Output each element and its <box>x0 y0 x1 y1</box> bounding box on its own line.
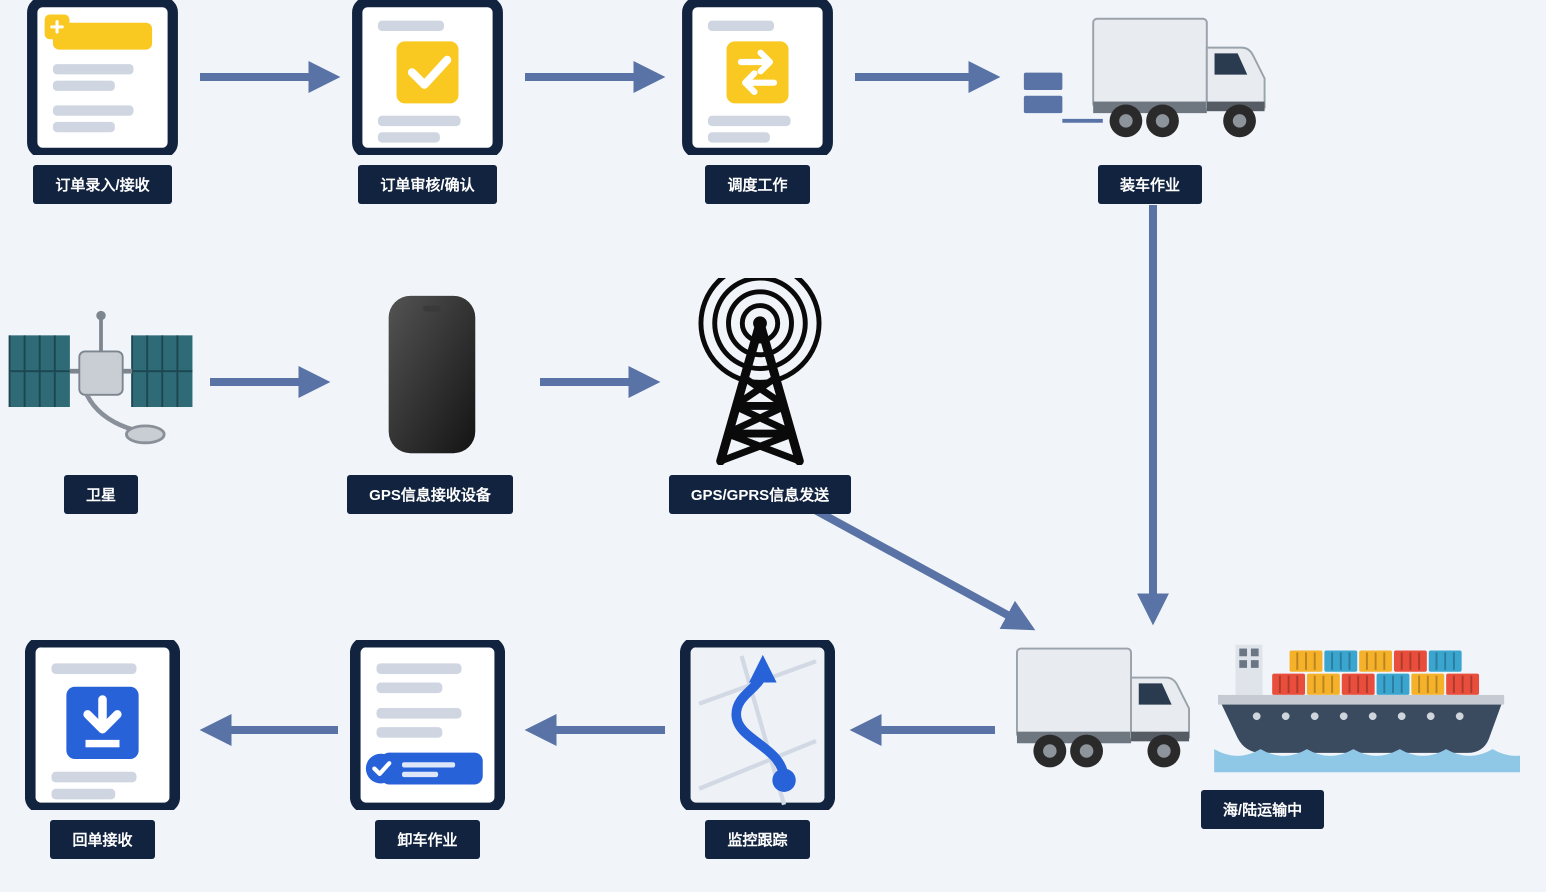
node-order-entry: 订单录入/接收 <box>25 0 180 204</box>
node-order-review: 订单审核/确认 <box>350 0 505 204</box>
node-receipt: 回单接收 <box>25 640 180 859</box>
node-label: 监控跟踪 <box>705 820 809 859</box>
panel-download-icon <box>25 640 180 810</box>
node-label: 订单审核/确认 <box>358 165 496 204</box>
node-label: 卸车作业 <box>375 820 479 859</box>
node-label: GPS信息接收设备 <box>347 475 513 514</box>
node-label: 海/陆运输中 <box>1201 790 1324 829</box>
node-label: 装车作业 <box>1098 165 1202 204</box>
node-gps-device: GPS信息接收设备 <box>330 288 530 514</box>
node-label: GPS/GPRS信息发送 <box>669 475 851 514</box>
node-transport: 海/陆运输中 <box>1005 635 1520 829</box>
node-tracking: 监控跟踪 <box>680 640 835 859</box>
tower-icon <box>660 278 860 465</box>
panel-plus-icon <box>25 0 180 155</box>
truck-ship-icon <box>1005 635 1520 780</box>
satellite-icon <box>2 300 200 465</box>
node-label: 回单接收 <box>50 820 154 859</box>
node-loading: 装车作业 <box>1020 0 1280 204</box>
panel-unload-icon <box>350 640 505 810</box>
panel-swap-icon <box>680 0 835 155</box>
node-label: 卫星 <box>64 475 138 514</box>
gps-device-icon <box>330 288 530 465</box>
node-dispatch: 调度工作 <box>680 0 835 204</box>
truck-loading-icon <box>1020 0 1280 155</box>
node-label: 调度工作 <box>705 165 809 204</box>
node-unloading: 卸车作业 <box>350 640 505 859</box>
node-satellite: 卫星 <box>2 300 200 514</box>
flow-arrow <box>815 510 1023 623</box>
node-label: 订单录入/接收 <box>33 165 171 204</box>
panel-check-icon <box>350 0 505 155</box>
panel-route-icon <box>680 640 835 810</box>
node-gps-tower: GPS/GPRS信息发送 <box>660 278 860 514</box>
